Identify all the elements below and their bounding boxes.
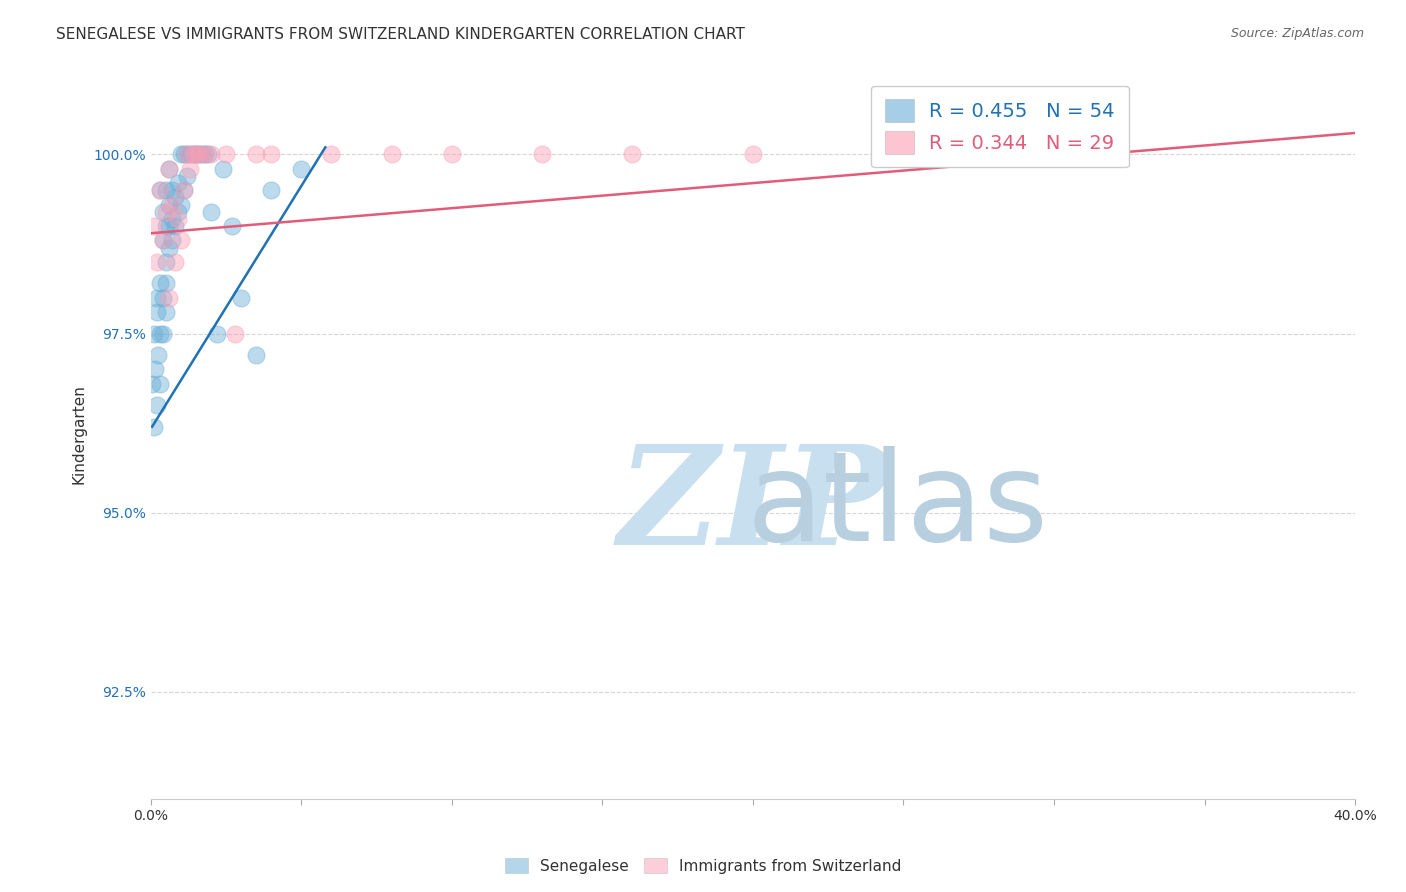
Point: [152, 234, 174, 248]
Point: [166, 204, 188, 219]
Point: [166, 176, 188, 190]
Point: [157, 241, 180, 255]
Point: [321, 147, 343, 161]
Point: [155, 305, 177, 319]
Point: [142, 419, 165, 434]
Point: [160, 183, 183, 197]
Point: [145, 305, 167, 319]
Legend: R = 0.455   N = 54, R = 0.344   N = 29: R = 0.455 N = 54, R = 0.344 N = 29: [872, 86, 1129, 168]
Y-axis label: Kindergarten: Kindergarten: [72, 384, 86, 483]
Point: [245, 348, 267, 362]
Point: [184, 147, 207, 161]
Point: [260, 147, 283, 161]
Point: [157, 161, 180, 176]
Point: [155, 255, 177, 269]
Point: [143, 362, 166, 376]
Point: [194, 147, 217, 161]
Point: [155, 277, 177, 291]
Point: [621, 147, 644, 161]
Point: [200, 204, 222, 219]
Point: [224, 326, 246, 341]
Point: [145, 255, 167, 269]
Point: [157, 197, 180, 211]
Point: [205, 326, 228, 341]
Point: [170, 197, 193, 211]
Point: [163, 190, 186, 204]
Point: [173, 147, 195, 161]
Point: [184, 147, 207, 161]
Point: [194, 147, 217, 161]
Point: [142, 326, 165, 341]
Point: [260, 183, 283, 197]
Point: [152, 234, 174, 248]
Point: [176, 169, 198, 183]
Point: [145, 291, 167, 305]
Point: [173, 183, 195, 197]
Point: [187, 147, 209, 161]
Point: [152, 291, 174, 305]
Point: [191, 147, 214, 161]
Text: SENEGALESE VS IMMIGRANTS FROM SWITZERLAND KINDERGARTEN CORRELATION CHART: SENEGALESE VS IMMIGRANTS FROM SWITZERLAN…: [56, 27, 745, 42]
Point: [155, 204, 177, 219]
Point: [181, 147, 204, 161]
Point: [290, 161, 312, 176]
Point: [148, 348, 170, 362]
Point: [179, 147, 201, 161]
Point: [184, 147, 207, 161]
Point: [155, 219, 177, 233]
Point: [157, 219, 180, 233]
Point: [221, 219, 243, 233]
Point: [142, 219, 165, 233]
Text: atlas: atlas: [747, 446, 1049, 567]
Point: [170, 147, 193, 161]
Point: [212, 161, 235, 176]
Point: [176, 147, 198, 161]
Point: [149, 277, 172, 291]
Point: [176, 147, 198, 161]
Point: [197, 147, 219, 161]
Point: [141, 376, 163, 391]
Point: [531, 147, 554, 161]
Point: [170, 234, 193, 248]
Point: [163, 255, 186, 269]
Point: [152, 204, 174, 219]
Point: [157, 161, 180, 176]
Point: [229, 291, 252, 305]
Legend: Senegalese, Immigrants from Switzerland: Senegalese, Immigrants from Switzerland: [499, 852, 907, 880]
Point: [741, 147, 763, 161]
Text: Source: ZipAtlas.com: Source: ZipAtlas.com: [1230, 27, 1364, 40]
Point: [149, 183, 172, 197]
Point: [245, 147, 267, 161]
Point: [155, 183, 177, 197]
Point: [149, 183, 172, 197]
Point: [179, 161, 201, 176]
Point: [145, 398, 167, 412]
Point: [440, 147, 463, 161]
Point: [166, 211, 188, 226]
Point: [380, 147, 402, 161]
Point: [149, 326, 172, 341]
Point: [149, 376, 172, 391]
Point: [200, 147, 222, 161]
Point: [173, 183, 195, 197]
Point: [160, 211, 183, 226]
Point: [160, 234, 183, 248]
Point: [181, 147, 204, 161]
Point: [187, 147, 209, 161]
Point: [152, 326, 174, 341]
Point: [157, 291, 180, 305]
Text: ZIP: ZIP: [617, 440, 889, 574]
Point: [215, 147, 238, 161]
Point: [163, 219, 186, 233]
Point: [160, 197, 183, 211]
